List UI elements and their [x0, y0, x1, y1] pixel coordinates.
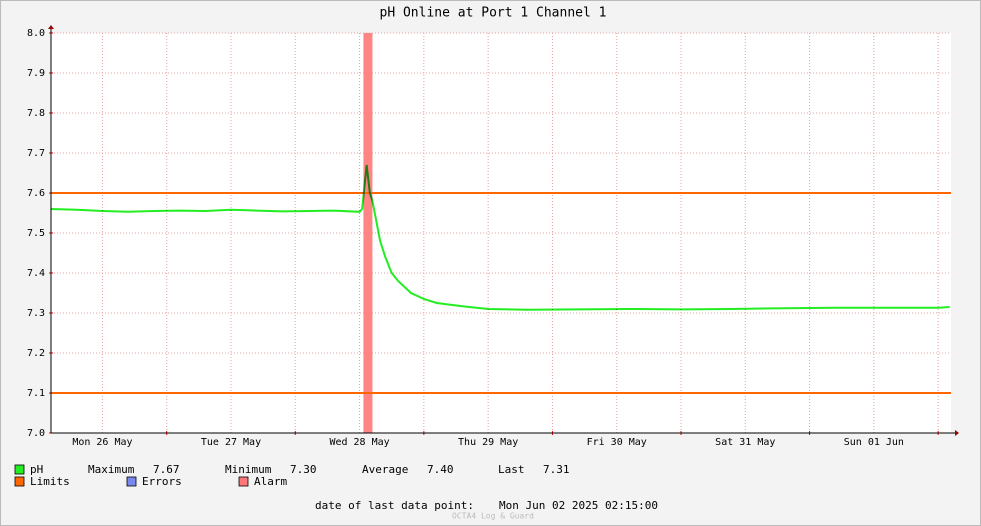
x-tick-label: Fri 30 May [587, 437, 647, 448]
stat-value: 7.40 [427, 463, 454, 476]
legend-label: Limits [30, 475, 70, 488]
legend-swatch [14, 464, 25, 475]
y-tick-label: 7.2 [27, 348, 45, 359]
footer-value: Mon Jun 02 2025 02:15:00 [499, 499, 658, 512]
legend-swatch [126, 476, 137, 487]
y-tick-label: 7.6 [27, 188, 45, 199]
stat-label: Maximum [88, 463, 135, 476]
x-tick-label: Mon 26 May [72, 437, 132, 448]
x-tick-label: Thu 29 May [458, 437, 518, 448]
data-line [50, 164, 950, 311]
y-tick-label: 7.0 [27, 428, 45, 439]
x-tick-label: Wed 28 May [329, 437, 389, 448]
y-tick-label: 7.1 [27, 388, 45, 399]
alarm-band [363, 33, 373, 433]
legend-label: Alarm [254, 475, 287, 488]
legend: pH Maximum 7.67 Minimum 7.30 Average 7.40 Last 7… [14, 463, 570, 488]
y-tick-label: 8.0 [27, 28, 45, 39]
y-tick-label: 7.4 [27, 268, 45, 279]
legend-label: Errors [142, 475, 182, 488]
chart-title: pH Online at Port 1 Channel 1 [380, 6, 607, 21]
x-tick-label: Tue 27 May [201, 437, 261, 448]
stat-label: Last [498, 463, 525, 476]
y-tick-label: 7.9 [27, 68, 45, 79]
watermark: OCTA4 Log & Guard [452, 512, 534, 521]
y-tick-label: 7.5 [27, 228, 45, 239]
legend-swatch [14, 476, 25, 487]
marks [50, 33, 951, 433]
legend-label: pH [30, 463, 43, 476]
y-tick-label: 7.7 [27, 148, 45, 159]
axis-arrow [955, 430, 959, 436]
stat-value: 7.31 [543, 463, 570, 476]
axis-arrow [48, 25, 54, 29]
y-tick-label: 7.3 [27, 308, 45, 319]
footer-label: date of last data point: [315, 499, 474, 512]
stat-value: 7.67 [153, 463, 180, 476]
legend-swatch [238, 476, 249, 487]
y-tick-label: 7.8 [27, 108, 45, 119]
stat-value: 7.30 [290, 463, 317, 476]
stat-label: Average [362, 463, 408, 476]
x-tick-label: Sun 01 Jun [844, 437, 904, 448]
stat-label: Minimum [225, 463, 272, 476]
x-tick-label: Sat 31 May [715, 437, 775, 448]
